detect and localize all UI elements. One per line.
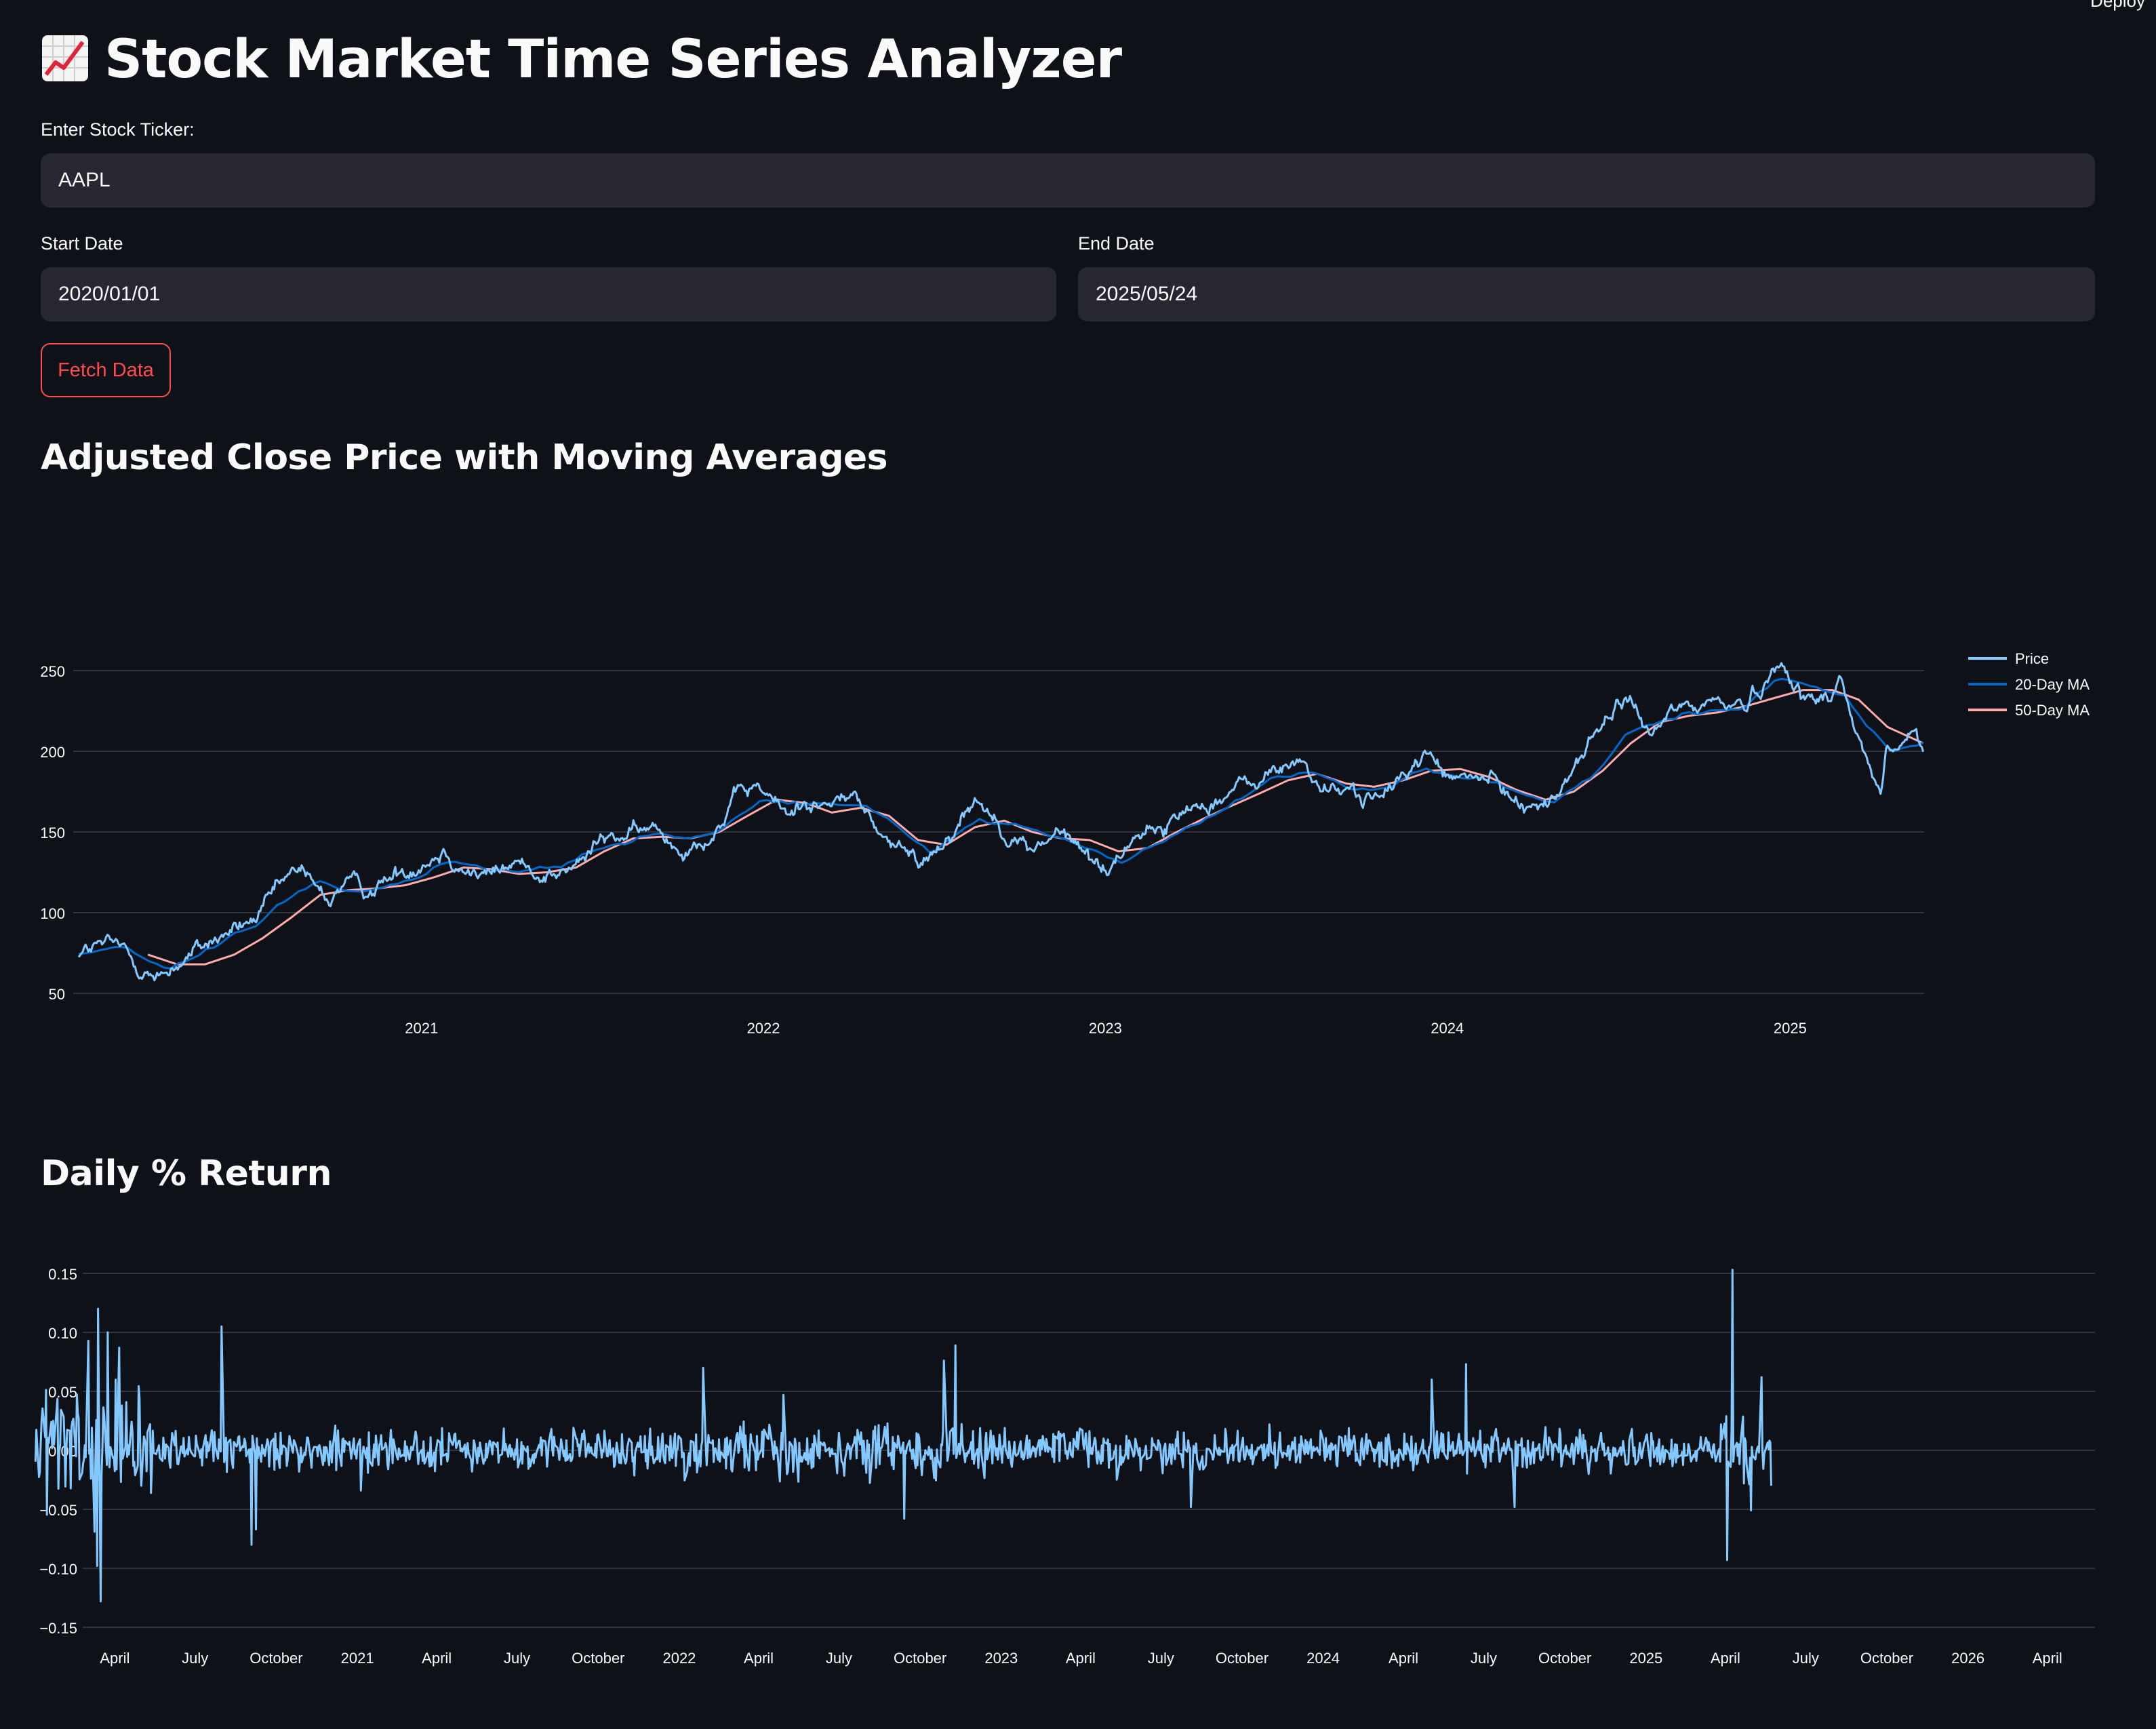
- returns-x-tick-label: October: [1216, 1650, 1269, 1667]
- returns-y-tick-label: −0.05: [39, 1502, 77, 1519]
- returns-x-tick-label: July: [1471, 1650, 1497, 1667]
- price-x-tick-label: 2025: [1774, 1020, 1807, 1037]
- returns-x-tick-label: 2021: [341, 1650, 374, 1667]
- price-series-line: [78, 677, 1924, 970]
- price-y-tick-label: 150: [40, 824, 65, 841]
- returns-x-tick-label: October: [249, 1650, 302, 1667]
- returns-y-tick-label: −0.15: [39, 1620, 77, 1637]
- legend-label: Price: [2015, 650, 2049, 667]
- returns-x-tick-label: October: [1860, 1650, 1913, 1667]
- returns-x-tick-label: July: [182, 1650, 208, 1667]
- price-series-line: [77, 662, 1925, 982]
- start-date-input[interactable]: 2020/01/01: [41, 267, 1056, 321]
- returns-x-tick-label: 2026: [1951, 1650, 1984, 1667]
- price-x-tick-label: 2023: [1089, 1020, 1122, 1037]
- returns-x-tick-label: October: [1538, 1650, 1591, 1667]
- ticker-label: Enter Stock Ticker:: [41, 119, 195, 140]
- returns-x-tick-label: July: [504, 1650, 530, 1667]
- returns-x-tick-label: 2022: [662, 1650, 696, 1667]
- price-y-tick-label: 250: [40, 663, 65, 680]
- returns-x-tick-label: July: [1148, 1650, 1174, 1667]
- returns-x-tick-label: April: [1711, 1650, 1740, 1667]
- price-x-tick-label: 2021: [405, 1020, 438, 1037]
- returns-x-tick-label: 2024: [1306, 1650, 1340, 1667]
- returns-x-tick-label: October: [894, 1650, 946, 1667]
- price-chart-heading: Adjusted Close Price with Moving Average…: [41, 437, 888, 478]
- price-y-tick-label: 100: [40, 905, 65, 922]
- returns-x-tick-label: April: [422, 1650, 452, 1667]
- returns-x-tick-label: April: [100, 1650, 129, 1667]
- returns-x-tick-label: July: [1793, 1650, 1819, 1667]
- returns-x-tick-label: April: [2033, 1650, 2062, 1667]
- returns-y-tick-label: 0.10: [48, 1325, 77, 1342]
- returns-x-tick-label: 2023: [984, 1650, 1018, 1667]
- price-x-tick-label: 2022: [747, 1020, 780, 1037]
- returns-x-tick-label: October: [572, 1650, 624, 1667]
- returns-x-tick-label: April: [1066, 1650, 1096, 1667]
- ticker-input[interactable]: AAPL: [41, 153, 2095, 207]
- returns-y-tick-label: 0.15: [48, 1266, 77, 1283]
- deploy-button[interactable]: Deploy: [2090, 0, 2145, 11]
- returns-chart-heading: Daily % Return: [41, 1153, 332, 1194]
- returns-y-tick-label: 0.05: [48, 1384, 77, 1401]
- returns-x-tick-label: 2025: [1629, 1650, 1662, 1667]
- price-series-line: [147, 689, 1924, 966]
- page-title: Stock Market Time Series Analyzer: [41, 26, 1122, 94]
- page-title-text: Stock Market Time Series Analyzer: [104, 29, 1122, 90]
- legend-label: 20-Day MA: [2015, 676, 2090, 693]
- returns-x-tick-label: April: [744, 1650, 774, 1667]
- chart-increasing-icon: [42, 35, 88, 81]
- fetch-data-button[interactable]: Fetch Data: [41, 343, 171, 397]
- price-y-tick-label: 50: [49, 986, 65, 1003]
- returns-x-tick-label: July: [826, 1650, 852, 1667]
- legend-label: 50-Day MA: [2015, 702, 2090, 719]
- end-date-input[interactable]: 2025/05/24: [1078, 267, 2095, 321]
- returns-x-tick-label: April: [1389, 1650, 1418, 1667]
- returns-y-tick-label: 0.00: [48, 1443, 77, 1460]
- end-date-label: End Date: [1078, 233, 1155, 254]
- start-date-label: Start Date: [41, 233, 123, 254]
- returns-y-tick-label: −0.10: [39, 1561, 77, 1578]
- price-y-tick-label: 200: [40, 744, 65, 761]
- price-x-tick-label: 2024: [1431, 1020, 1464, 1037]
- returns-series-line: [34, 1269, 1772, 1603]
